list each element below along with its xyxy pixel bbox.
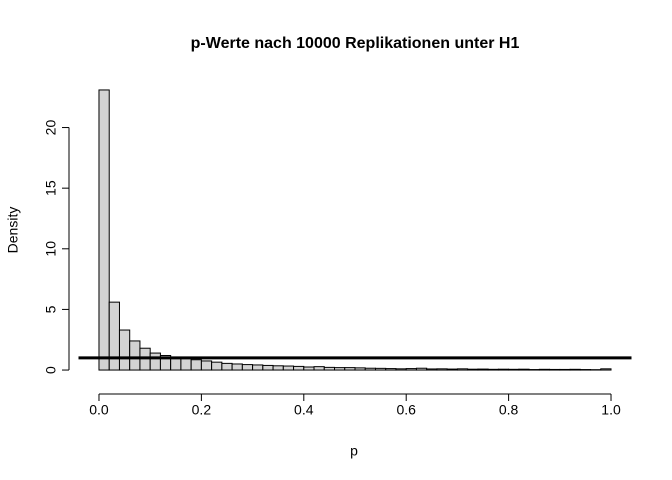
bar — [293, 365, 305, 371]
bar — [129, 340, 141, 371]
x-tick-label: 1.0 — [601, 402, 621, 418]
bar — [98, 89, 110, 371]
bar — [518, 368, 530, 371]
bar — [108, 301, 120, 371]
bar — [262, 364, 274, 371]
y-tick-label: 15 — [43, 180, 59, 196]
x-axis-label: p — [350, 443, 358, 459]
bar — [497, 368, 510, 371]
bar — [211, 361, 223, 371]
bar — [118, 329, 131, 371]
bar — [385, 368, 397, 371]
y-axis-label: Density — [5, 207, 21, 254]
bar — [303, 366, 315, 371]
bar — [323, 366, 336, 371]
bar — [405, 368, 417, 371]
bar — [149, 352, 161, 371]
bar — [180, 358, 192, 371]
y-tick-label: 20 — [43, 120, 59, 136]
bar — [364, 367, 376, 371]
bar — [508, 368, 520, 371]
bar — [282, 365, 295, 371]
bar — [538, 368, 551, 371]
bar — [200, 360, 213, 371]
bar — [600, 368, 612, 371]
bar — [231, 363, 243, 371]
bar — [446, 368, 458, 371]
y-tick-label: 10 — [43, 241, 59, 257]
bar — [272, 365, 284, 371]
bar — [354, 367, 366, 371]
bar — [221, 362, 233, 371]
bar — [374, 367, 387, 371]
bar — [559, 368, 571, 371]
x-tick-label: 0.0 — [89, 402, 109, 418]
bar — [487, 368, 499, 371]
bar — [344, 367, 356, 371]
bar — [467, 368, 479, 371]
x-tick-label: 0.6 — [396, 402, 416, 418]
x-tick-label: 0.8 — [499, 402, 519, 418]
bar — [426, 368, 438, 371]
x-tick-label: 0.4 — [294, 402, 314, 418]
x-tick-label: 0.2 — [192, 402, 212, 418]
bar — [436, 368, 448, 371]
bar — [190, 359, 202, 371]
bar — [395, 368, 407, 371]
bar — [252, 364, 264, 371]
bar — [241, 364, 254, 371]
y-tick-label: 5 — [43, 305, 59, 313]
bar — [569, 368, 581, 371]
bar — [549, 368, 561, 371]
bar — [456, 368, 469, 371]
y-tick-label: 0 — [43, 366, 59, 374]
chart-title: p-Werte nach 10000 Replikationen unter H… — [191, 35, 520, 52]
bar — [313, 366, 325, 371]
bar — [334, 367, 346, 371]
bar — [415, 367, 428, 371]
bar — [477, 368, 489, 371]
